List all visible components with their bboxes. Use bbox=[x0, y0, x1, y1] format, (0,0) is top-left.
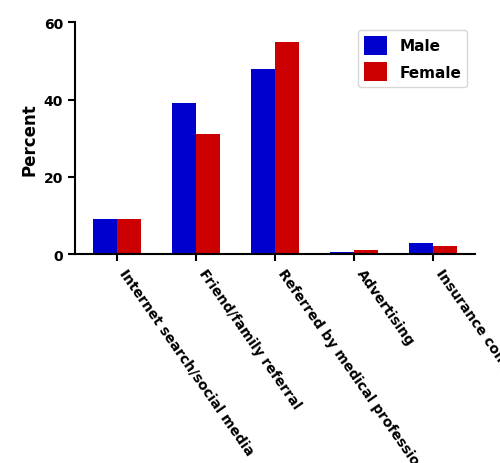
Bar bbox=[433, 247, 457, 255]
Bar bbox=[196, 135, 220, 255]
Bar bbox=[330, 253, 354, 255]
Bar bbox=[172, 104, 196, 255]
Bar bbox=[252, 69, 275, 255]
Bar bbox=[117, 220, 140, 255]
Bar bbox=[93, 220, 117, 255]
Y-axis label: Percent: Percent bbox=[20, 103, 38, 175]
Bar bbox=[275, 43, 298, 255]
Bar bbox=[410, 243, 433, 255]
Bar bbox=[354, 251, 378, 255]
Legend: Male, Female: Male, Female bbox=[358, 31, 468, 88]
